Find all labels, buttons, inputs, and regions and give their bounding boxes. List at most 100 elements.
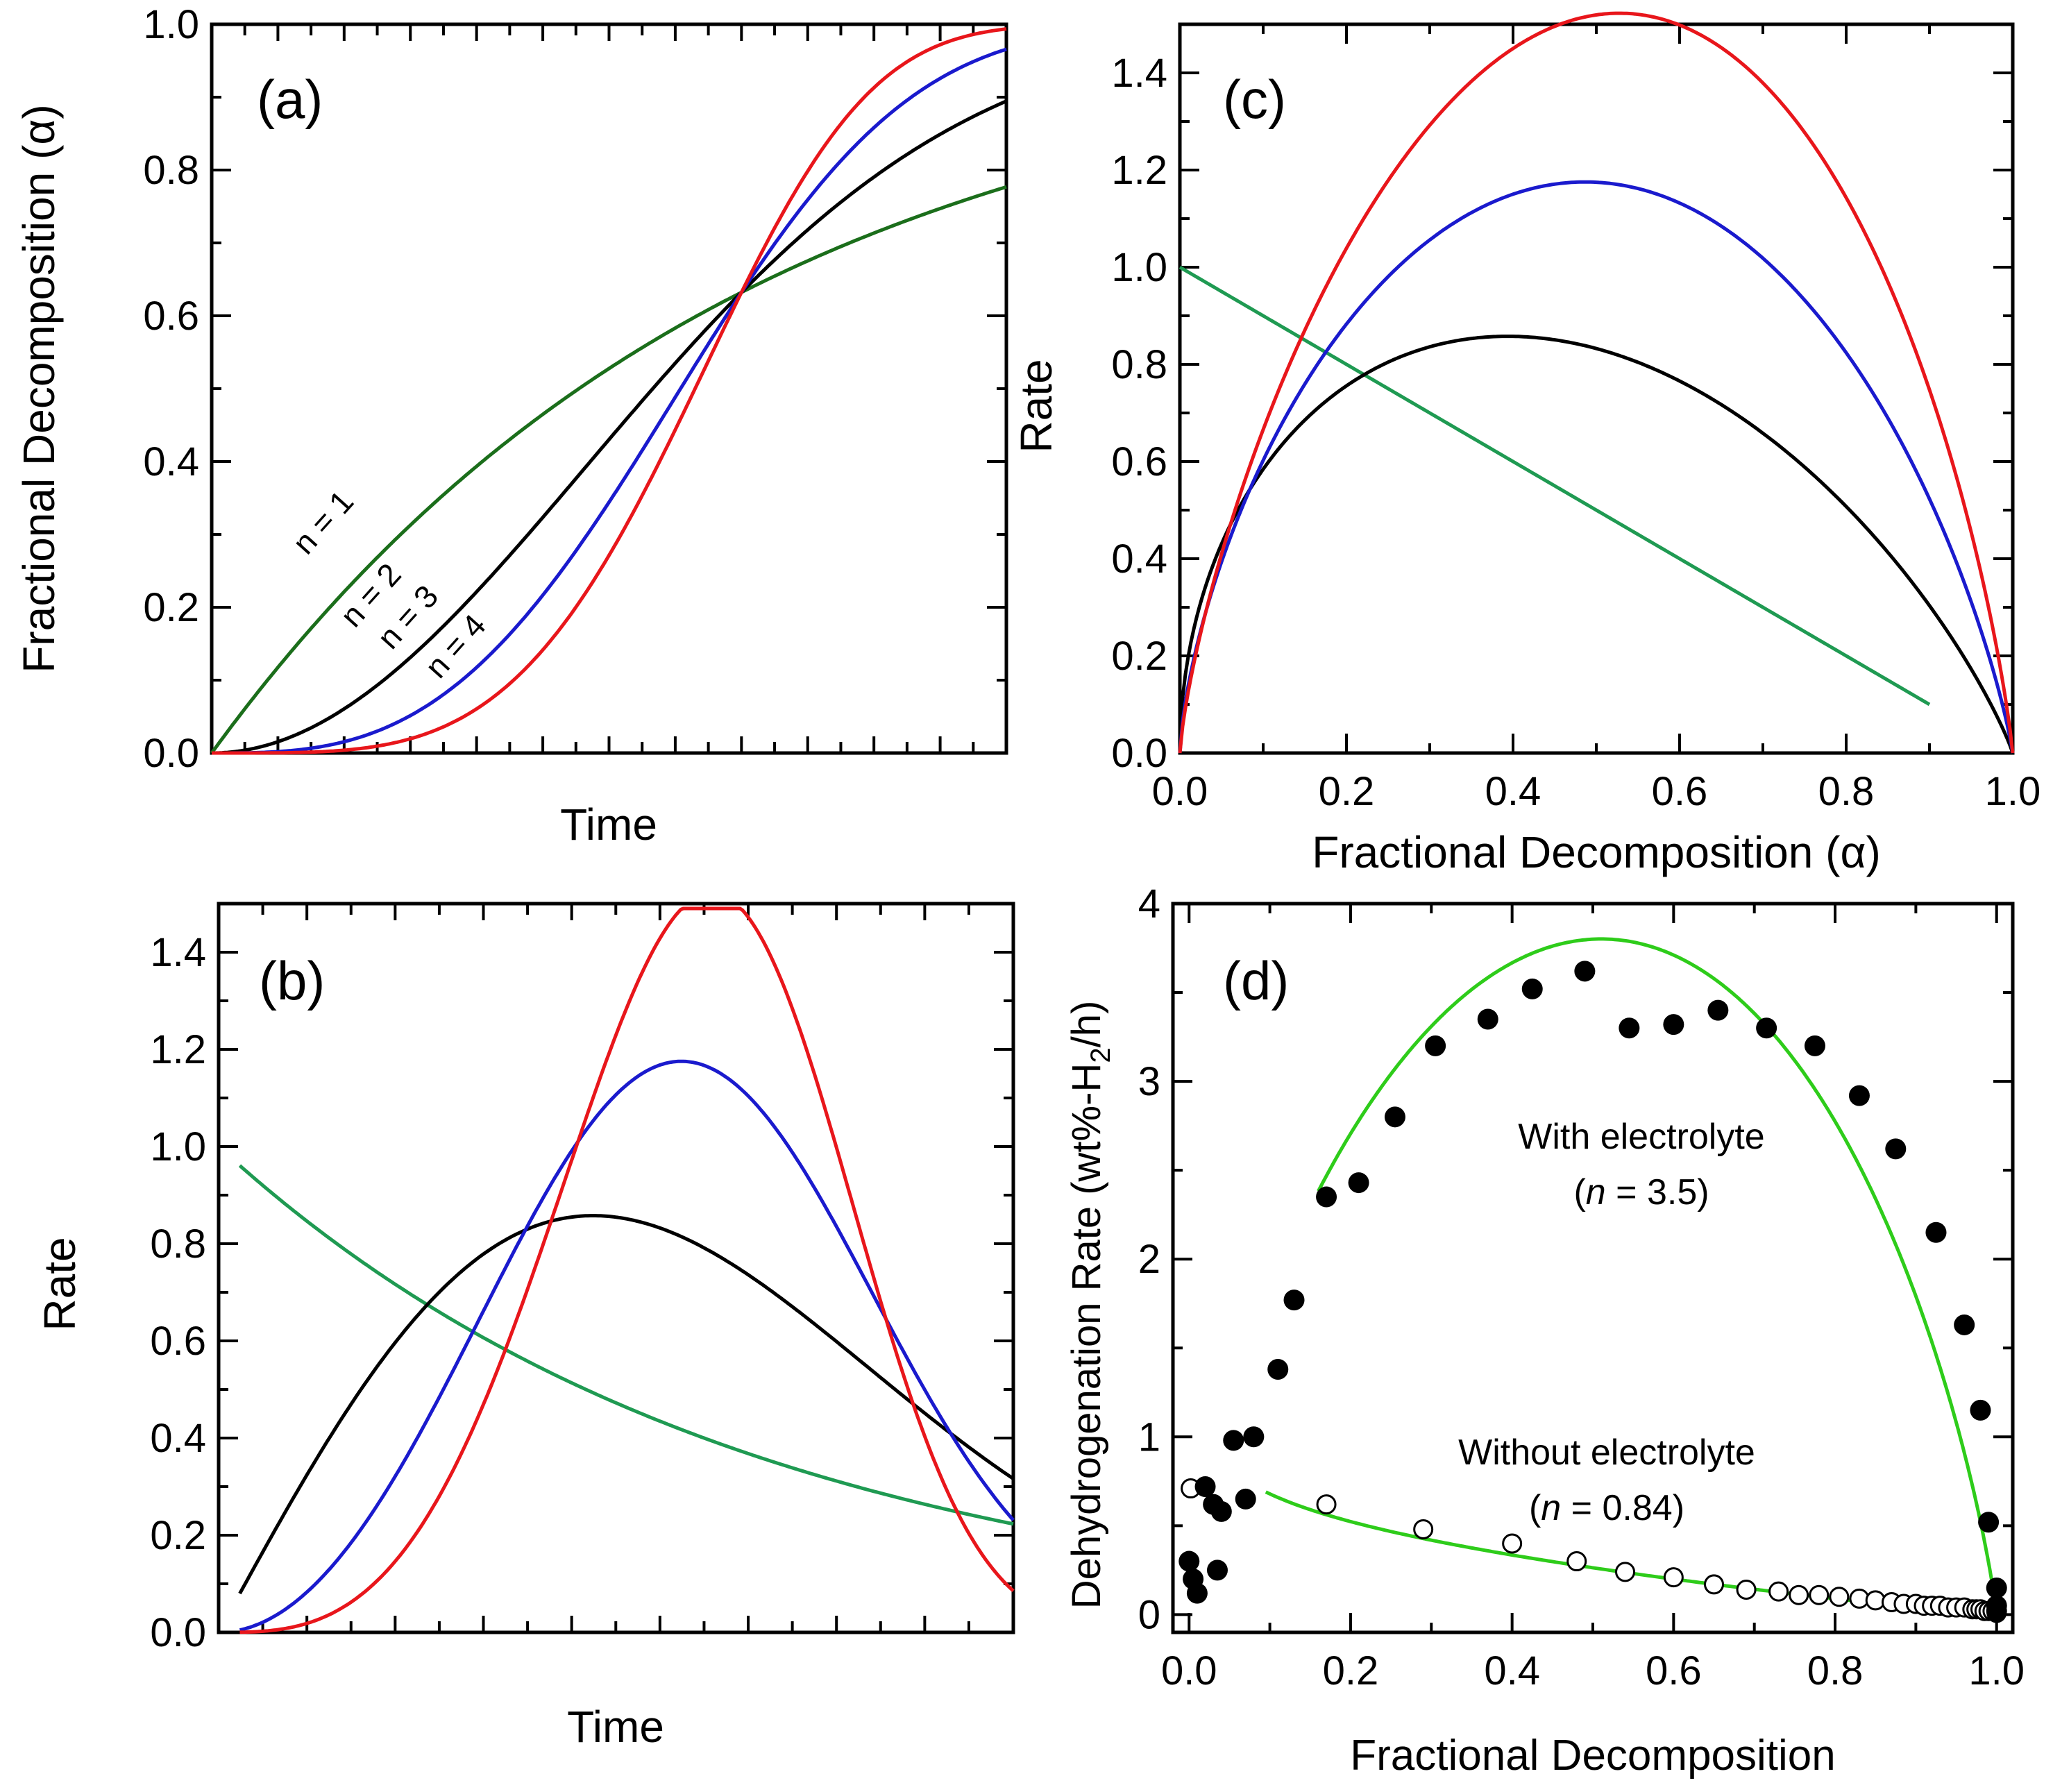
panel-c-yticks: 0.0 0.2 0.4 0.6 0.8 1.0 1.2 1.4 — [1111, 51, 2013, 776]
panel-b-xticks — [261, 904, 1015, 1632]
point-with-electrolyte — [1986, 1600, 2007, 1622]
panel-a-yticks: 0.0 0.2 0.4 0.6 0.8 1.0 — [143, 2, 1006, 776]
x-tick-label: 0.2 — [1319, 769, 1375, 814]
panel-c-frame — [1178, 22, 2015, 755]
panel-d-xlabel: Fractional Decomposition — [1350, 1732, 1836, 1780]
point-with-electrolyte — [1194, 1476, 1216, 1497]
point-with-electrolyte — [1348, 1172, 1369, 1194]
y-tick-label: 0 — [1138, 1592, 1160, 1637]
y-tick-label: 1.0 — [150, 1124, 206, 1169]
panel-c-xticks: 0.0 0.2 0.4 0.6 0.8 1.0 — [1152, 24, 2041, 814]
point-with-electrolyte — [1178, 1550, 1200, 1572]
panel-d-xticks: 0.0 0.2 0.4 0.6 0.8 1.0 — [1161, 904, 2025, 1693]
y-tick-label: 0.8 — [1111, 342, 1167, 387]
point-with-electrolyte — [1283, 1290, 1305, 1311]
point-without-electrolyte — [1502, 1533, 1523, 1554]
with-electrolyte-n: (n = 3.5) — [1573, 1172, 1709, 1212]
y-tick-label: 0.8 — [143, 148, 199, 193]
curve-n3 — [212, 47, 1007, 755]
point-with-electrolyte — [1663, 1014, 1684, 1036]
y-tick-label: 4 — [1138, 881, 1160, 927]
paren-open: ( — [1573, 1172, 1586, 1212]
point-with-electrolyte — [1235, 1488, 1256, 1510]
point-with-electrolyte — [1243, 1426, 1265, 1448]
fit-with-electrolyte — [1317, 937, 1999, 1614]
panel-c: 0.0 0.2 0.4 0.6 0.8 1.0 1.2 1.4 0.0 0.2 0.4 0.6 0.8… — [1011, 11, 2041, 877]
x-tick-label: 0.8 — [1807, 1648, 1864, 1693]
without-electrolyte-n: (n = 0.84) — [1529, 1488, 1684, 1528]
point-with-electrolyte — [1978, 1512, 2000, 1533]
italic-n: n — [1541, 1488, 1561, 1528]
x-tick-label: 1.0 — [1985, 769, 2041, 814]
panel-b-label: (b) — [259, 950, 325, 1011]
y-tick-label: 0.0 — [150, 1610, 206, 1655]
curve-n2 — [212, 99, 1007, 755]
panel-a-curves — [210, 27, 1007, 755]
paren-open: ( — [1529, 1488, 1541, 1528]
panel-d-label: (d) — [1223, 950, 1289, 1011]
rate-vs-alpha-n4 — [1178, 11, 2015, 754]
x-tick-label: 0.6 — [1652, 769, 1708, 814]
point-without-electrolyte — [1413, 1519, 1434, 1539]
panel-b-frame — [217, 902, 1015, 1634]
y-tick-label: 1.4 — [150, 930, 206, 975]
panel-b-xlabel: Time — [567, 1702, 664, 1752]
panel-a: 0.00.20.40.60.81.0 n = 1n = 2n = 3n = 4 … — [14, 2, 1008, 849]
point-with-electrolyte — [1316, 1186, 1337, 1208]
rate-curve-n4 — [239, 906, 1015, 1634]
point-with-electrolyte — [1267, 1358, 1289, 1380]
panel-d-points — [1178, 961, 2007, 1623]
panel-c-xlabel: Fractional Decomposition (α) — [1312, 827, 1881, 877]
point-without-electrolyte — [1789, 1584, 1809, 1605]
panel-c-curves — [1178, 11, 2015, 754]
without-electrolyte-label: Without electrolyte — [1458, 1432, 1755, 1473]
x-tick-label: 0.8 — [1818, 769, 1875, 814]
panel-a-ylabel: Fractional Decomposition (α) — [14, 104, 64, 673]
point-without-electrolyte — [1829, 1587, 1850, 1607]
y-tick-label: 0.2 — [1111, 634, 1167, 679]
point-with-electrolyte — [1384, 1106, 1405, 1128]
point-with-electrolyte — [1574, 961, 1596, 982]
y-tick-label: 0.4 — [143, 439, 199, 484]
y-tick-label: 1 — [1138, 1414, 1160, 1460]
x-tick-label: 0.2 — [1323, 1648, 1379, 1693]
y-tick-label: 0.2 — [150, 1513, 206, 1558]
x-tick-label: 0.0 — [1161, 1648, 1217, 1693]
y-tick-label: 1.0 — [1111, 245, 1167, 290]
rate-vs-alpha-n2 — [1178, 335, 2015, 754]
panel-b-curves — [238, 906, 1015, 1634]
rate-vs-alpha-n3 — [1178, 180, 2015, 754]
panel-d-ylabel: Dehydrogenation Rate (wt%-H2/h) — [1064, 1001, 1116, 1609]
point-with-electrolyte — [1970, 1399, 1991, 1421]
point-with-electrolyte — [1477, 1008, 1498, 1030]
y-tick-label: 0.2 — [143, 585, 199, 630]
y-tick-label: 0.6 — [1111, 439, 1167, 484]
x-tick-label: 1.0 — [1968, 1648, 2025, 1693]
rate-curve-n3 — [239, 1059, 1015, 1632]
x-tick-label: 0.0 — [1152, 769, 1208, 814]
x-tick-label: 0.6 — [1646, 1648, 1702, 1693]
n-value: = 3.5) — [1606, 1172, 1709, 1212]
y-tick-label: 0.6 — [150, 1319, 206, 1364]
panel-a-frame — [210, 22, 1008, 755]
ylabel-subscript: 2 — [1085, 1047, 1116, 1063]
rate-vs-alpha-n1 — [1178, 265, 1931, 707]
curve-n4 — [212, 27, 1007, 755]
italic-n: n — [1586, 1172, 1606, 1212]
ylabel-part: Dehydrogenation Rate (wt%-H — [1064, 1063, 1109, 1609]
point-with-electrolyte — [1804, 1035, 1825, 1056]
point-without-electrolyte — [1316, 1494, 1337, 1515]
y-tick-label: 0.4 — [150, 1416, 206, 1461]
point-without-electrolyte — [1663, 1567, 1684, 1588]
panel-b: 0.0 0.2 0.4 0.6 0.8 1.0 1.2 1.4 (b) Time Rate — [35, 902, 1015, 1752]
panel-a-xticks — [243, 24, 975, 753]
point-with-electrolyte — [1619, 1017, 1640, 1039]
point-with-electrolyte — [1223, 1430, 1244, 1451]
y-tick-label: 1.2 — [150, 1027, 206, 1072]
n-value: = 0.84) — [1561, 1488, 1684, 1528]
point-without-electrolyte — [1809, 1584, 1830, 1605]
y-tick-label: 0.8 — [150, 1222, 206, 1267]
panel-a-label: (a) — [257, 69, 323, 130]
point-with-electrolyte — [1756, 1017, 1777, 1039]
